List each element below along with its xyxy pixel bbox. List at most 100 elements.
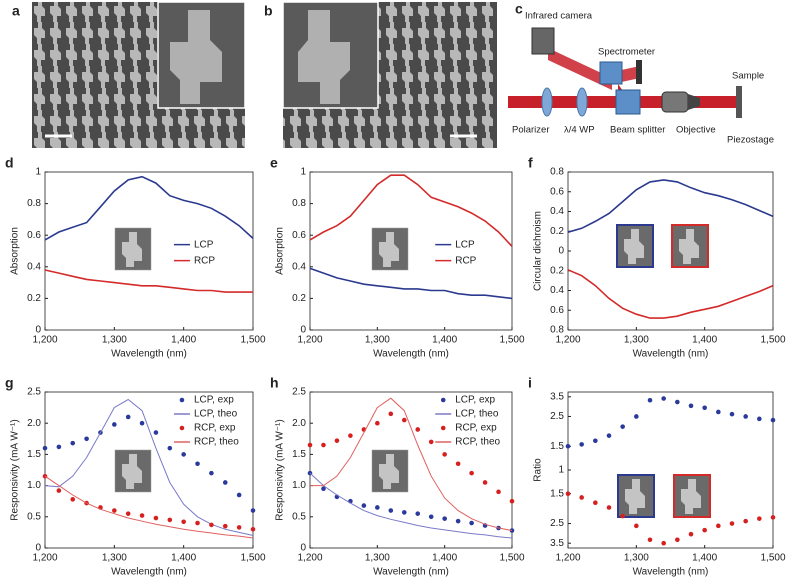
- y-tick-label: 2.0: [292, 418, 306, 429]
- legend-marker: [440, 425, 446, 431]
- panel-letter: f: [528, 155, 533, 171]
- x-tick-label: 1,400: [432, 335, 457, 346]
- y-tick-label: 3.5: [550, 391, 564, 402]
- x-tick-label: 1,200: [32, 335, 57, 346]
- y-tick-label: 0.4: [292, 261, 306, 272]
- y-tick-label: 1.0: [27, 480, 41, 491]
- y-tick-label: 0: [35, 543, 41, 554]
- data-point: [593, 438, 598, 444]
- data-point: [348, 433, 353, 438]
- plot-frame: [567, 171, 774, 331]
- data-point: [675, 399, 680, 405]
- x-tick-label: 1,300: [102, 335, 127, 346]
- y-tick-label: 0.5: [292, 511, 306, 522]
- plot-frame: [567, 391, 774, 549]
- inset-image: [114, 449, 152, 493]
- inset-structure: [624, 229, 644, 264]
- x-tick-label: 1,400: [171, 335, 196, 346]
- y-tick-label: 0: [558, 246, 564, 257]
- data-point: [415, 427, 421, 432]
- data-point: [757, 416, 762, 422]
- x-tick-label: 1,500: [240, 553, 265, 564]
- data-point: [743, 518, 748, 524]
- inset-image: [617, 474, 655, 518]
- x-axis-label: Wavelength (nm): [373, 567, 449, 578]
- panel-letter: a: [12, 3, 20, 19]
- data-point: [56, 444, 62, 450]
- data-point: [469, 520, 474, 526]
- data-point: [716, 523, 721, 529]
- y-tick-label: 1.5: [550, 488, 564, 499]
- y-tick-label: 2.5: [292, 387, 306, 398]
- legend-marker: [179, 425, 185, 431]
- data-point: [139, 420, 145, 426]
- data-point: [634, 414, 639, 419]
- y-axis-label: Responsivity (mA W⁻¹): [275, 419, 286, 520]
- y-tick-label: 0.8: [550, 325, 564, 336]
- data-line: [310, 397, 513, 531]
- inset-image: [114, 227, 152, 271]
- data-point: [222, 480, 228, 485]
- data-point: [70, 497, 76, 502]
- y-axis-label: Absorption: [275, 227, 286, 275]
- data-point: [388, 411, 394, 417]
- data-point: [647, 537, 653, 543]
- sem-image-b: [282, 1, 497, 148]
- data-point: [209, 522, 214, 528]
- diagram-label: Spectrometer: [598, 47, 655, 58]
- plot-frame: [44, 171, 254, 331]
- y-tick-label: 2.5: [550, 411, 564, 422]
- x-tick-label: 1,500: [760, 335, 785, 346]
- y-tick-label: 0.2: [550, 226, 564, 237]
- y-tick-label: 0.2: [27, 293, 41, 304]
- data-point: [743, 414, 748, 419]
- data-point: [153, 515, 159, 521]
- data-point: [442, 452, 447, 457]
- data-point: [675, 537, 680, 543]
- data-point: [401, 510, 407, 515]
- legend-label: RCP, theo: [194, 437, 239, 448]
- data-point: [688, 403, 694, 409]
- data-point: [307, 442, 313, 448]
- y-tick-label: 1.0: [292, 480, 306, 491]
- y-axis-label: Responsivity (mA W⁻¹): [10, 419, 21, 520]
- y-tick-label: 0.2: [550, 265, 564, 276]
- data-point: [167, 517, 173, 523]
- y-tick-label: 0: [300, 325, 306, 336]
- data-point: [361, 503, 367, 508]
- inset-image: [616, 224, 654, 268]
- y-tick-label: 0.4: [27, 261, 41, 272]
- x-tick-label: 1,300: [624, 553, 649, 564]
- plot-frame: [309, 391, 513, 549]
- y-tick-label: 1.5: [550, 441, 564, 452]
- data-point: [209, 470, 214, 476]
- legend-marker: [440, 397, 446, 403]
- data-point: [509, 498, 515, 504]
- legend-label: RCP, theo: [455, 437, 500, 448]
- data-point: [661, 540, 666, 546]
- plot-frame: [44, 391, 254, 549]
- data-point: [236, 525, 242, 530]
- data-point: [606, 505, 612, 510]
- x-tick-label: 1,500: [499, 553, 524, 564]
- data-point: [236, 492, 242, 498]
- data-point: [375, 505, 380, 510]
- diagram-label: Beam splitter: [610, 125, 665, 136]
- panel-letter: c: [515, 1, 523, 17]
- y-tick-label: 2.5: [550, 518, 564, 529]
- y-tick-label: 0.6: [27, 230, 41, 241]
- data-point: [661, 396, 666, 401]
- x-tick-label: 1,400: [171, 553, 196, 564]
- data-point: [593, 500, 598, 505]
- data-point: [167, 445, 173, 451]
- y-tick-label: 1: [300, 167, 306, 178]
- inset-image: [371, 449, 409, 493]
- y-tick-label: 0.8: [292, 198, 306, 209]
- data-point: [455, 461, 461, 467]
- data-point: [401, 417, 407, 423]
- legend-marker: [179, 397, 185, 403]
- data-point: [250, 526, 256, 532]
- x-tick-label: 1,400: [692, 553, 717, 564]
- x-tick-label: 1,500: [240, 335, 265, 346]
- legend-label: RCP: [455, 255, 476, 266]
